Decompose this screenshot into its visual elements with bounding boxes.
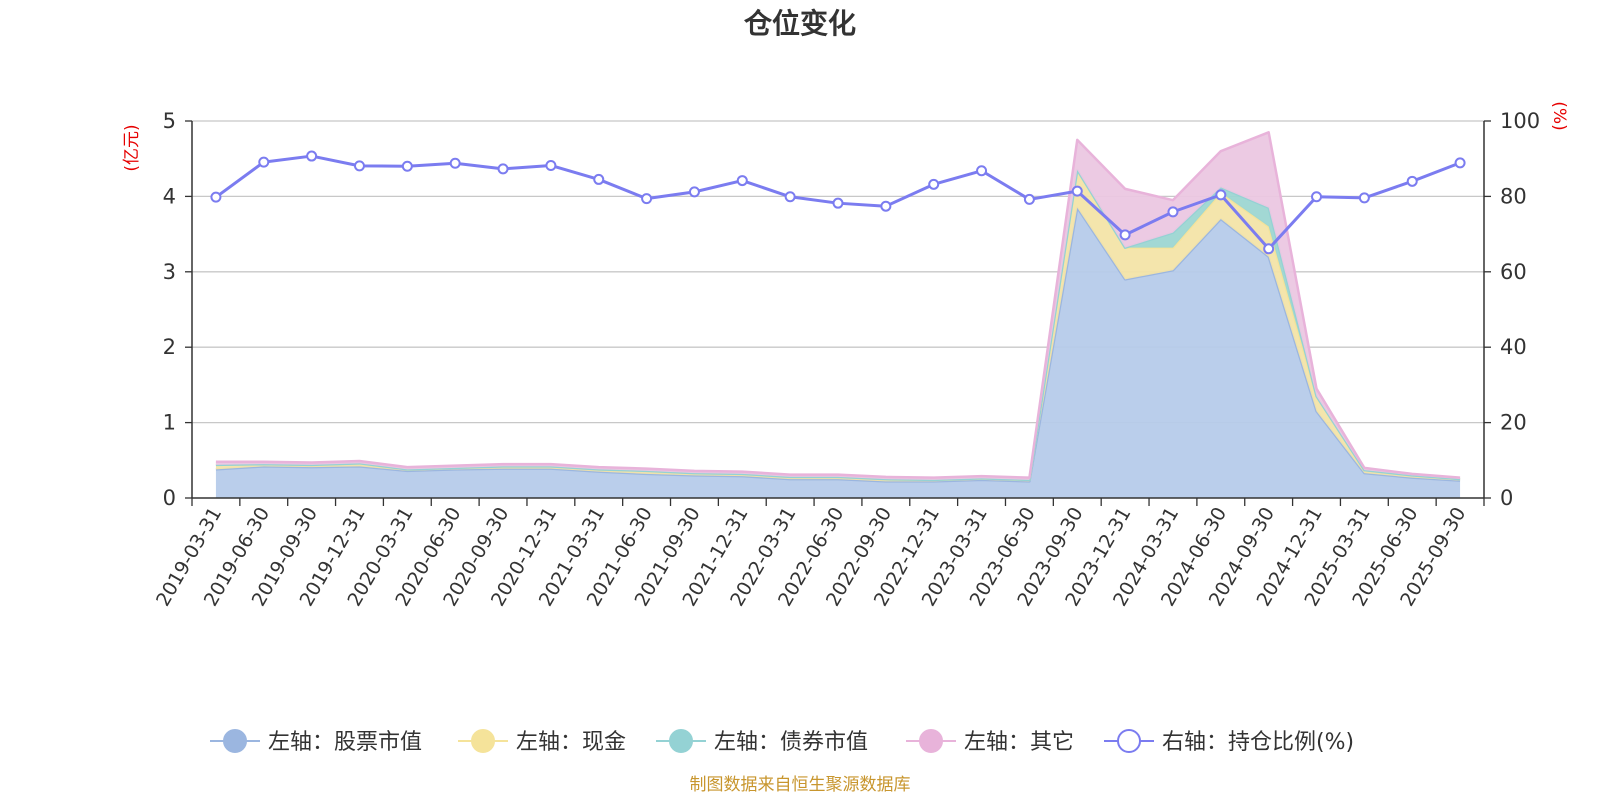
ratio-point (832, 197, 844, 209)
area-series (215, 132, 1461, 480)
ratio-point (306, 150, 318, 162)
ratio-point (497, 163, 509, 175)
ratio-point (545, 159, 557, 171)
legend-marker-icon (1117, 729, 1141, 753)
axes: 0123450204060801002019-03-312019-06-3020… (152, 109, 1540, 610)
right-y-tick-label: 40 (1500, 335, 1527, 359)
legend: 左轴：股票市值 左轴：现金 左轴：债券市值 左轴：其它 右轴：持仓比例(%) (210, 729, 1354, 755)
chart-title: 仓位变化 (744, 7, 856, 40)
ratio-point (1215, 189, 1227, 201)
left-y-tick-label: 1 (163, 411, 176, 435)
ratio-point (688, 186, 700, 198)
legend-marker-icon (669, 729, 693, 753)
left-y-tick-label: 3 (163, 260, 176, 284)
ratio-point (928, 178, 940, 190)
left-y-tick-label: 0 (163, 486, 176, 510)
data-source-note: 制图数据来自恒生聚源数据库 (690, 775, 911, 795)
right-axis-unit: (%) (1549, 101, 1569, 130)
legend-label: 左轴：股票市值 (268, 730, 422, 755)
ratio-point (1023, 193, 1035, 205)
left-axis-unit: (亿元) (122, 124, 142, 171)
ratio-point (258, 156, 270, 168)
legend-item[interactable]: 左轴：其它 (906, 729, 1074, 755)
legend-item[interactable]: 左轴：债券市值 (656, 729, 868, 755)
ratio-point (449, 157, 461, 169)
legend-label: 左轴：债券市值 (714, 730, 868, 755)
legend-marker-icon (223, 729, 247, 753)
stacked-areas (215, 131, 1461, 498)
ratio-line-layer (210, 150, 1466, 255)
ratio-point (1358, 192, 1370, 204)
legend-label: 右轴：持仓比例(%) (1162, 730, 1354, 755)
legend-marker-icon (471, 729, 495, 753)
right-y-tick-label: 0 (1500, 486, 1513, 510)
ratio-point (784, 191, 796, 203)
legend-marker-icon (919, 729, 943, 753)
ratio-point (1119, 229, 1131, 241)
ratio-point (1454, 157, 1466, 169)
right-y-tick-label: 100 (1500, 109, 1540, 133)
ratio-point (1071, 185, 1083, 197)
ratio-point (593, 173, 605, 185)
right-y-tick-label: 80 (1500, 184, 1527, 208)
ratio-point (880, 200, 892, 212)
ratio-point (1167, 206, 1179, 218)
ratio-point (976, 165, 988, 177)
ratio-point (641, 193, 653, 205)
right-y-tick-label: 60 (1500, 260, 1527, 284)
legend-label: 左轴：其它 (964, 730, 1074, 755)
left-y-tick-label: 5 (163, 109, 176, 133)
left-y-tick-label: 4 (163, 184, 176, 208)
right-y-tick-label: 20 (1500, 411, 1527, 435)
ratio-point (1406, 175, 1418, 187)
ratio-point (1263, 243, 1275, 255)
ratio-point (736, 175, 748, 187)
ratio-point (401, 160, 413, 172)
legend-item[interactable]: 左轴：股票市值 (210, 729, 422, 755)
area-series (215, 170, 1461, 480)
legend-item[interactable]: 左轴：现金 (458, 729, 626, 755)
legend-label: 左轴：现金 (516, 730, 626, 755)
ratio-point (1311, 191, 1323, 203)
area-series-edge (215, 131, 1461, 479)
ratio-point (210, 191, 222, 203)
ratio-point (353, 160, 365, 172)
left-y-tick-label: 2 (163, 335, 176, 359)
area-series (215, 207, 1461, 498)
legend-item[interactable]: 右轴：持仓比例(%) (1104, 729, 1354, 755)
